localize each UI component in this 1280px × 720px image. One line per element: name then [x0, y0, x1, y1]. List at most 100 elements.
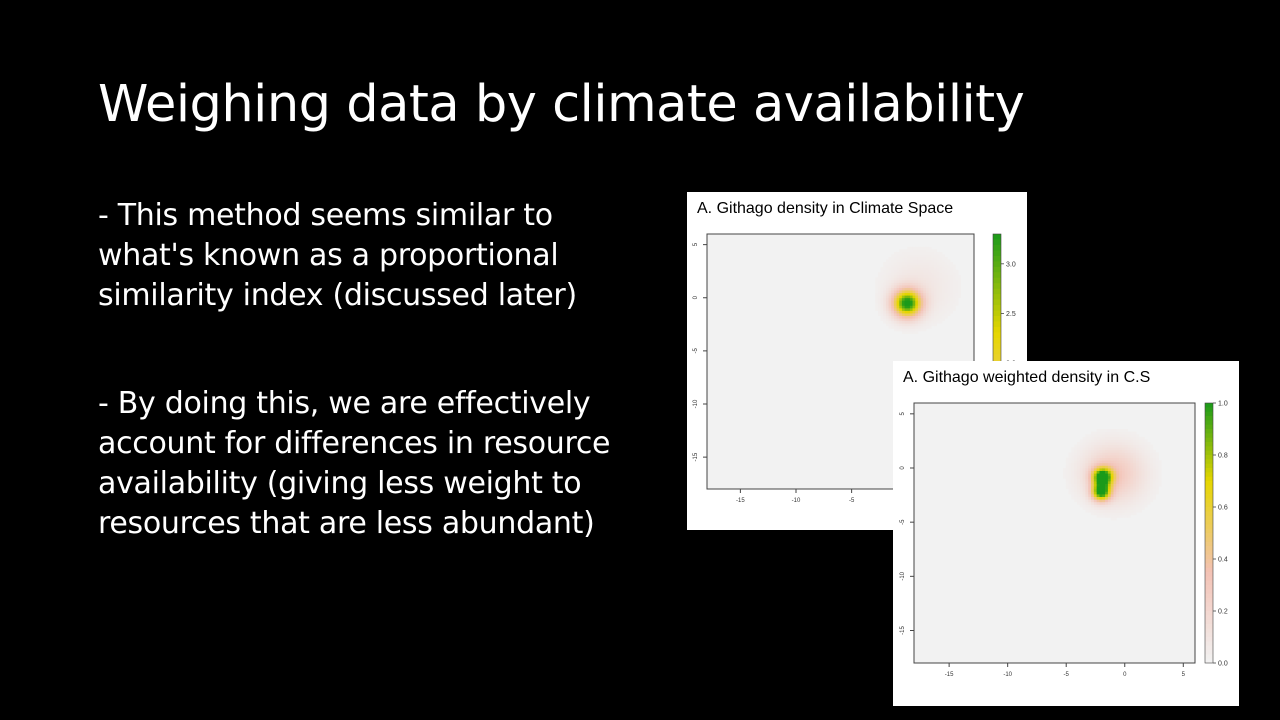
heatmap-cell — [944, 292, 948, 296]
heatmap-cell — [920, 249, 924, 253]
heatmap-cell — [1113, 501, 1117, 505]
heatmap-cell — [917, 269, 921, 273]
heatmap-cell — [1071, 452, 1075, 456]
heatmap-cell — [1074, 447, 1078, 451]
heatmap-cell — [1071, 457, 1075, 461]
heatmap-cell — [1085, 462, 1089, 466]
heatmap-cell — [1124, 475, 1128, 479]
heatmap-cell — [1144, 449, 1148, 453]
heatmap-cell — [915, 320, 919, 324]
colorbar-segment — [1205, 628, 1213, 634]
heatmap-cell — [1082, 481, 1086, 484]
heatmap-cell — [1105, 465, 1109, 469]
heatmap-cell — [891, 277, 895, 281]
heatmap-cell — [899, 274, 903, 278]
heatmap-cell — [1082, 462, 1086, 466]
heatmap-cell — [1085, 501, 1089, 505]
colorbar-tick-label: 0.2 — [1218, 609, 1228, 616]
heatmap-cell — [883, 277, 887, 281]
heatmap-cell — [1105, 462, 1109, 466]
heatmap-cell — [1124, 455, 1128, 458]
heatmap-cell — [1119, 507, 1123, 510]
heatmap-cell — [933, 320, 938, 324]
heatmap-cell — [1071, 483, 1075, 487]
heatmap-cell — [1141, 501, 1145, 505]
heatmap-cell — [885, 279, 889, 283]
heatmap-cell — [1099, 436, 1103, 440]
heatmap-cell — [936, 279, 940, 283]
heatmap-cell — [875, 295, 879, 299]
heatmap-cell — [952, 279, 956, 283]
heatmap-cell — [1093, 473, 1098, 477]
heatmap-cell — [1093, 491, 1098, 495]
heatmap-cell — [912, 297, 916, 301]
heatmap-cell — [1107, 436, 1112, 440]
heatmap-cell — [1099, 499, 1103, 503]
heatmap-cell — [899, 285, 903, 288]
heatmap-cell — [909, 313, 913, 316]
heatmap-cell — [944, 295, 948, 299]
heatmap-cell — [1096, 496, 1100, 500]
heatmap-cell — [1124, 442, 1128, 445]
heatmap-cell — [1135, 449, 1140, 453]
heatmap-cell — [893, 279, 897, 283]
heatmap-cell — [933, 307, 938, 311]
heatmap-cell — [1138, 478, 1143, 482]
heatmap-cell — [1074, 460, 1078, 464]
heatmap-cell — [888, 310, 892, 314]
heatmap-cell — [1158, 483, 1162, 487]
colorbar-segment — [1205, 654, 1213, 660]
heatmap-cell — [1096, 499, 1100, 503]
heatmap-cell — [1147, 494, 1151, 497]
heatmap-cell — [939, 287, 943, 291]
heatmap-cell — [912, 262, 916, 265]
heatmap-cell — [893, 269, 897, 273]
colorbar-segment — [993, 288, 1001, 295]
heatmap-cell — [1085, 436, 1089, 440]
heatmap-cell — [1119, 486, 1123, 490]
heatmap-cell — [1088, 496, 1092, 500]
heatmap-cell — [909, 251, 913, 255]
heatmap-cell — [941, 277, 946, 281]
heatmap-cell — [925, 274, 930, 278]
heatmap-cell — [952, 287, 956, 291]
heatmap-cell — [909, 246, 913, 250]
heatmap-cell — [1093, 431, 1098, 435]
heatmap-cell — [944, 282, 948, 286]
heatmap-cell — [885, 310, 889, 314]
heatmap-cell — [883, 318, 887, 322]
colorbar-tick-label: 0.8 — [1218, 453, 1228, 460]
heatmap-cell — [899, 320, 903, 324]
heatmap-cell — [1133, 483, 1137, 487]
heatmap-cell — [883, 282, 887, 286]
heatmap-cell — [949, 285, 954, 288]
heatmap-cell — [893, 256, 897, 260]
heatmap-cell — [1130, 494, 1134, 497]
colorbar-segment — [1205, 598, 1213, 603]
heatmap-cell — [1079, 462, 1083, 466]
heatmap-cell — [1074, 488, 1078, 492]
heatmap-cell — [923, 290, 927, 294]
heatmap-cell — [893, 310, 897, 314]
colorbar-segment — [1205, 589, 1213, 595]
heatmap-cell — [915, 277, 919, 281]
heatmap-cell — [933, 323, 938, 327]
heatmap-cell — [1079, 444, 1083, 448]
heatmap-cell — [1144, 499, 1148, 503]
heatmap-cell — [885, 287, 889, 291]
heatmap-cell — [1116, 473, 1120, 477]
heatmap-cell — [925, 279, 930, 283]
heatmap-cell — [1116, 439, 1120, 443]
heatmap-cell — [1113, 488, 1117, 492]
heatmap-cell — [1119, 460, 1123, 464]
heatmap-cell — [891, 264, 895, 268]
heatmap-cell — [915, 267, 919, 271]
heatmap-cell — [949, 302, 954, 306]
heatmap-cell — [1144, 481, 1148, 484]
heatmap-cell — [1074, 478, 1078, 482]
heatmap-cell — [1152, 452, 1157, 456]
heatmap-cell — [1065, 462, 1069, 466]
heatmap-cell — [888, 315, 892, 319]
heatmap-cell — [1150, 496, 1154, 500]
heatmap-cell — [1107, 455, 1112, 458]
